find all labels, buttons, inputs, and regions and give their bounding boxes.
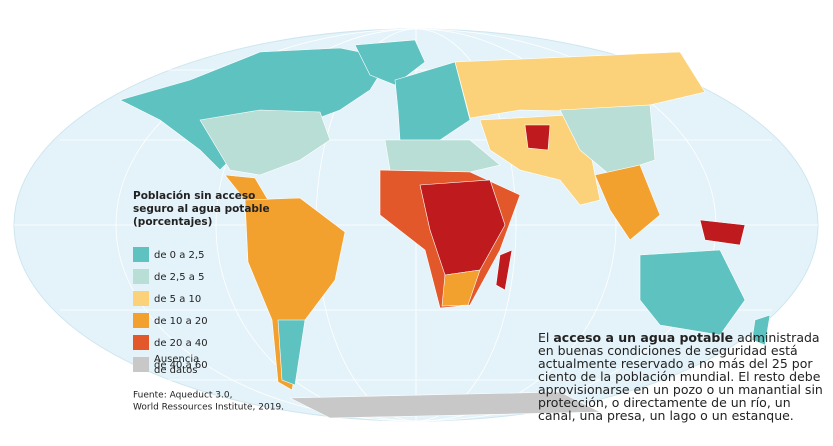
region [495, 249, 513, 291]
legend-swatch [133, 269, 149, 284]
legend-title: Población sin acceso [133, 190, 255, 202]
legend-label: Ausencia [154, 354, 199, 365]
legend-label: de 10 a 20 [154, 316, 208, 327]
legend-label: de 40 a 60 [154, 360, 208, 371]
region [639, 249, 746, 336]
region [699, 219, 746, 246]
legend-title: seguro al agua potable [133, 203, 270, 215]
source: World Ressources Institute, 2019. [133, 403, 284, 413]
legend-label: de datos [154, 365, 197, 376]
note-bold: acceso a un agua potable [553, 330, 734, 345]
region [384, 139, 501, 173]
description: El acceso a un agua potable administrada… [538, 331, 830, 422]
legend-label: de 2,5 a 5 [154, 272, 204, 283]
legend-swatch [133, 357, 149, 372]
region [277, 319, 306, 386]
region [199, 109, 331, 176]
legend-swatch [133, 247, 149, 262]
legend-swatch [133, 335, 149, 350]
legend-label: de 20 a 40 [154, 338, 208, 349]
region [594, 164, 661, 241]
region [441, 269, 481, 307]
region [289, 391, 601, 419]
region [751, 314, 771, 346]
region [354, 39, 426, 86]
legend-label: de 0 a 2,5 [154, 250, 204, 261]
region [524, 124, 551, 151]
note-text: administrada en buenas condiciones de se… [538, 330, 823, 423]
legend-label: de 5 a 10 [154, 294, 201, 305]
source: Fuente: Aqueduct 3.0, [133, 391, 232, 401]
legend-swatch [133, 291, 149, 306]
legend-swatch [133, 313, 149, 328]
note-text: El [538, 330, 550, 345]
legend-title: (porcentajes) [133, 216, 212, 228]
